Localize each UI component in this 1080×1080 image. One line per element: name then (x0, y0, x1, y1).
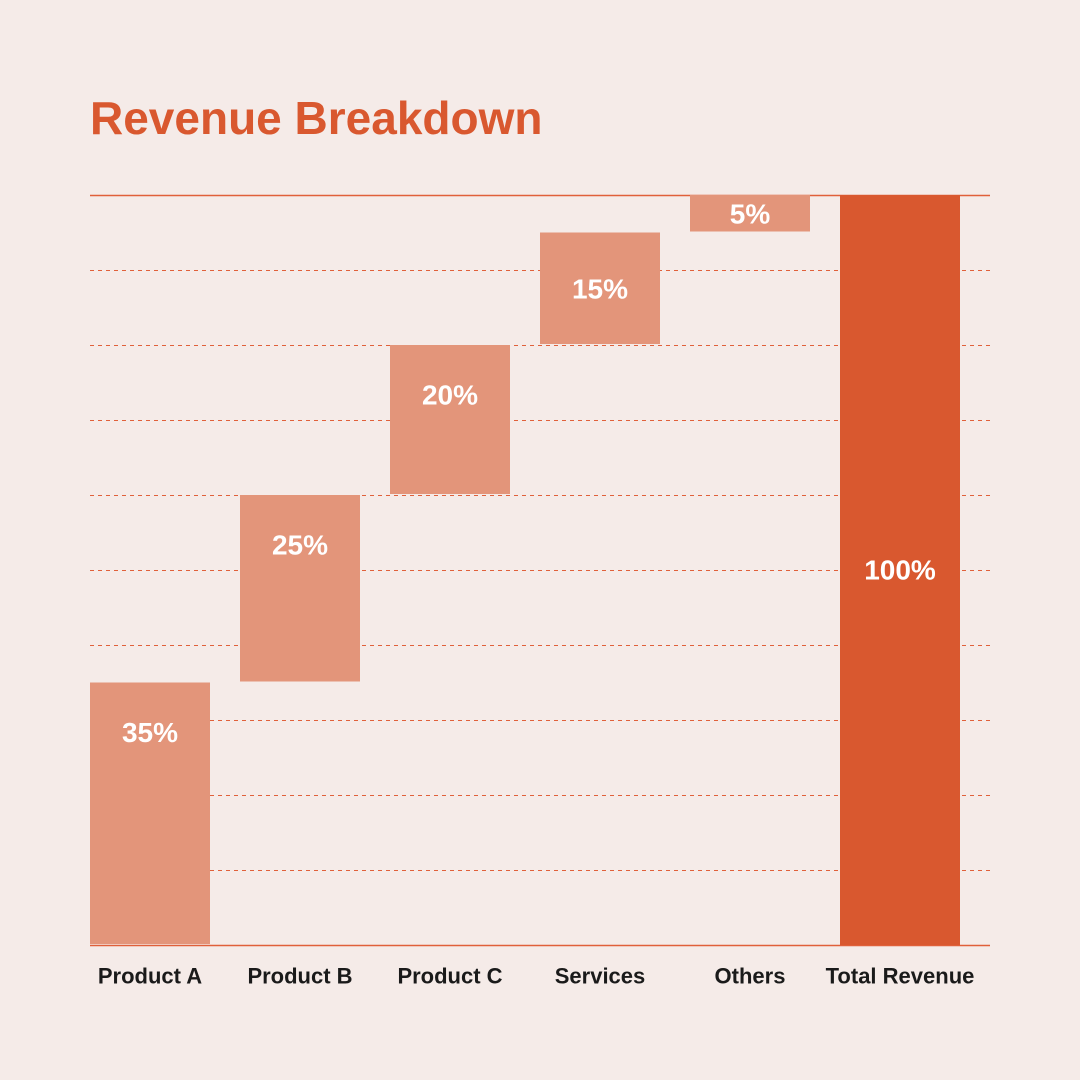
data-label: 35% (122, 717, 178, 748)
data-label: 15% (572, 273, 628, 304)
data-labels: 35% 25% 20% 15% 5% 100% (122, 198, 936, 748)
data-label: 100% (864, 555, 936, 586)
data-label: 5% (730, 198, 771, 229)
bar-product-c (390, 345, 510, 494)
bar-services (540, 232, 660, 344)
bar-product-b (240, 495, 360, 682)
x-tick-label: Total Revenue (826, 964, 975, 989)
data-label: 20% (422, 380, 478, 411)
data-label: 25% (272, 530, 328, 561)
x-tick-label: Product A (98, 964, 202, 989)
x-tick-label: Others (715, 964, 786, 989)
bar-total-revenue (840, 195, 960, 945)
bars (90, 195, 960, 945)
x-tick-label: Services (555, 964, 646, 989)
category-labels: Product A Product B Product C Services Other… (98, 964, 975, 989)
x-tick-label: Product C (397, 964, 502, 989)
bar-product-a (90, 682, 210, 944)
x-tick-label: Product B (247, 964, 352, 989)
bar-others (690, 195, 810, 232)
chart-title: Revenue Breakdown (90, 92, 543, 144)
